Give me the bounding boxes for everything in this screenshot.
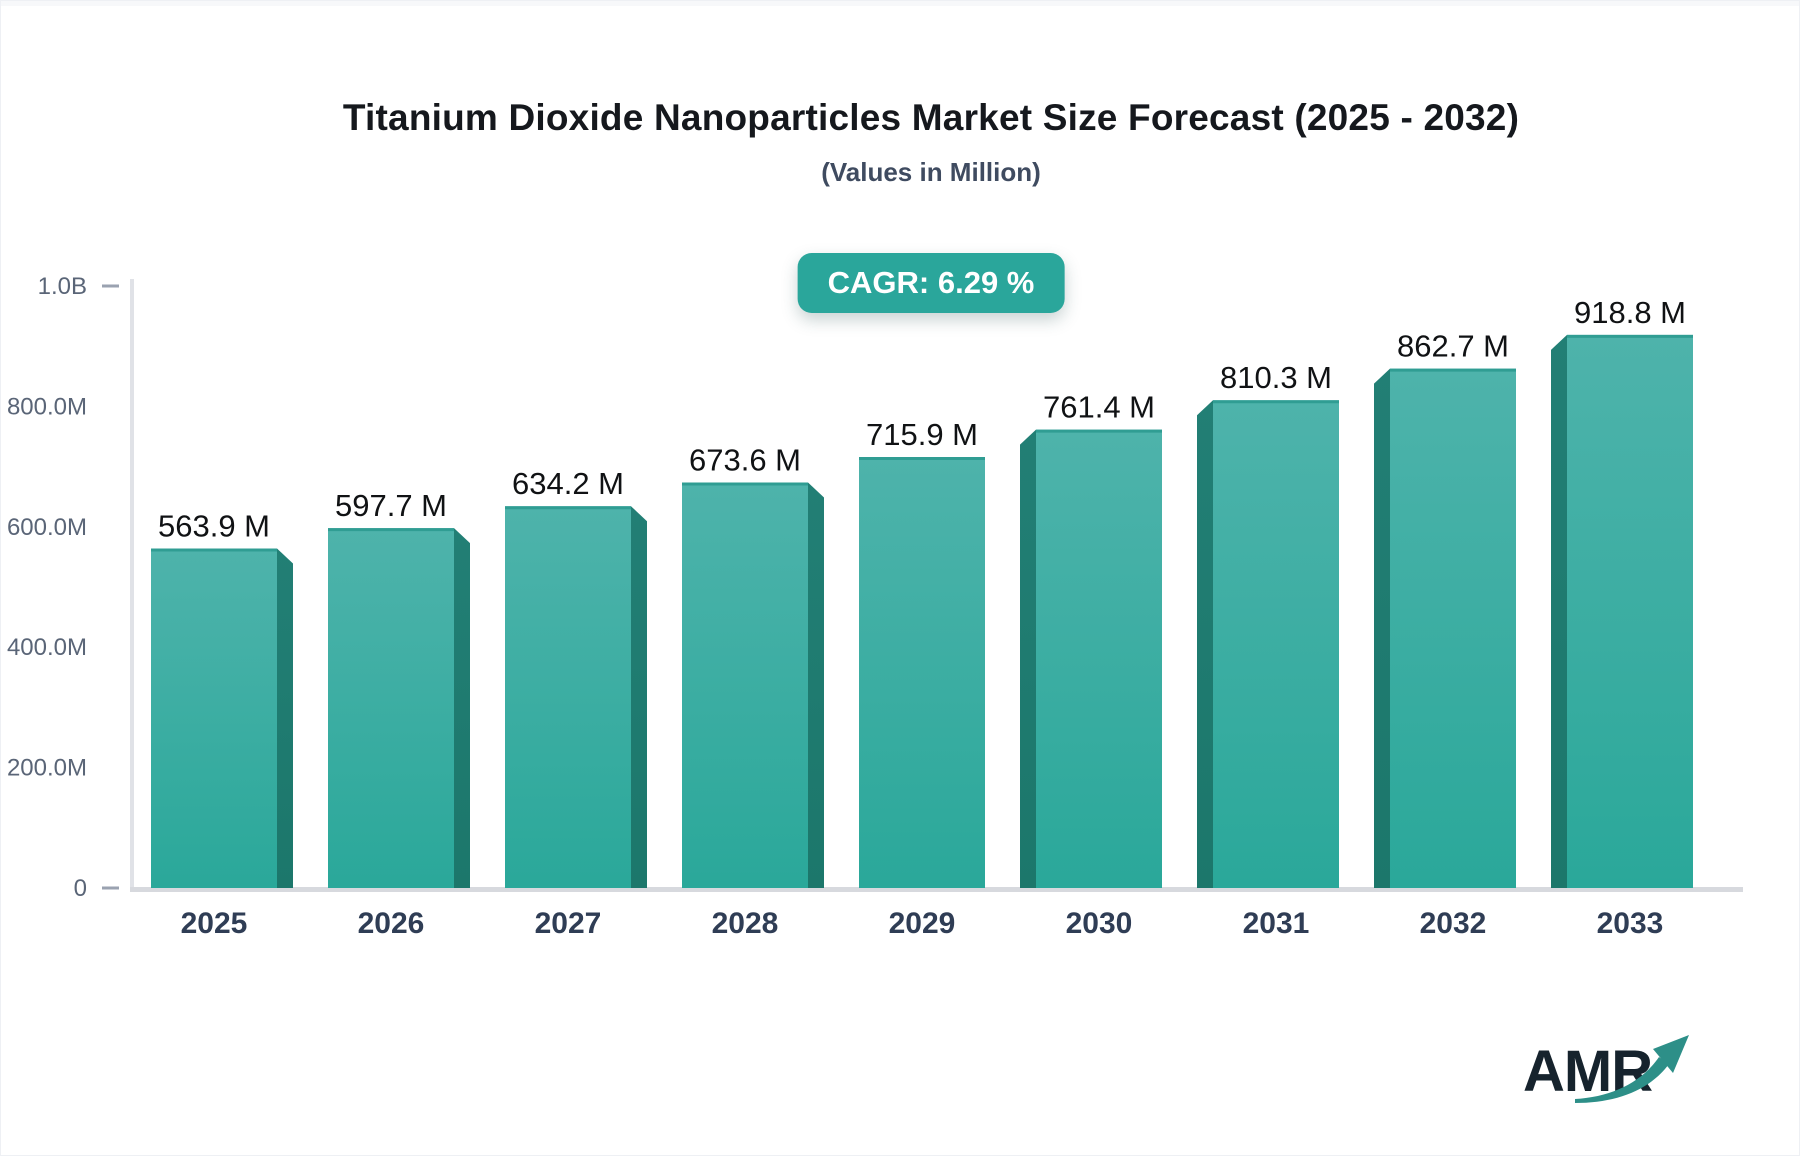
bar-value-label: 862.7 M: [1397, 329, 1509, 364]
y-tick-label: 600.0M: [7, 514, 87, 541]
x-tick-label: 2027: [535, 907, 602, 940]
bar-face: [859, 457, 985, 888]
bar-side-panel: [277, 548, 293, 888]
x-tick-label: 2028: [712, 907, 779, 940]
bar-2025: [151, 548, 293, 888]
bar-2028: [682, 482, 824, 888]
y-tick-label: 800.0M: [7, 393, 87, 420]
bar-value-label: 673.6 M: [689, 442, 801, 477]
x-tick-label: 2032: [1420, 907, 1487, 940]
x-axis-baseline: [130, 887, 1743, 892]
bar-side-panel: [631, 506, 647, 888]
bar-2032: [1374, 368, 1516, 888]
bar-face: [151, 548, 277, 888]
bar-side-panel: [1197, 400, 1213, 888]
bar-face: [1036, 429, 1162, 888]
bar-face: [682, 482, 808, 888]
x-tick-label: 2025: [181, 907, 248, 940]
bar-2030: [1020, 429, 1162, 888]
x-tick-label: 2029: [889, 907, 956, 940]
bar-2026: [328, 528, 470, 888]
y-tick-label: 400.0M: [7, 634, 87, 661]
amr-logo: AMR: [1523, 1035, 1689, 1104]
bar-value-label: 761.4 M: [1043, 390, 1155, 425]
bar-side-panel: [454, 528, 470, 888]
bar-value-label: 634.2 M: [512, 466, 624, 501]
bar-2033: [1551, 334, 1693, 888]
cagr-badge: CAGR: 6.29 %: [797, 253, 1065, 313]
bar-2031: [1197, 400, 1339, 888]
bar-2027: [505, 506, 647, 888]
y-axis-line: [130, 279, 134, 892]
x-tick-label: 2033: [1597, 907, 1664, 940]
bar-chart-canvas: 0 200.0M 400.0M 600.0M 800.0M 1.0B 563.9 M 202…: [7, 273, 1743, 940]
bar-face: [1213, 400, 1339, 888]
bar-side-panel: [1551, 334, 1567, 888]
bar-side-panel: [1374, 368, 1390, 888]
bar-side-panel: [1020, 429, 1036, 888]
page-title: Titanium Dioxide Nanoparticles Market Si…: [342, 97, 1520, 138]
bar-value-label: 563.9 M: [158, 509, 270, 544]
x-tick-label: 2031: [1243, 907, 1310, 940]
y-tick-label: 0: [74, 875, 87, 902]
x-tick-label: 2030: [1066, 907, 1133, 940]
bar-value-label: 810.3 M: [1220, 360, 1332, 395]
bar-2029: [859, 457, 985, 888]
growth-arrow-icon: [1575, 1035, 1689, 1103]
bar-face: [328, 528, 454, 888]
top-strip: [1, 1, 1799, 6]
bar-value-label: 597.7 M: [335, 488, 447, 523]
bar-face: [1390, 368, 1516, 888]
y-tick-label: 200.0M: [7, 755, 87, 782]
page-subtitle: (Values in Million): [821, 157, 1041, 187]
bar-face: [505, 506, 631, 888]
x-tick-label: 2026: [358, 907, 425, 940]
bar-value-label: 715.9 M: [866, 417, 978, 452]
bar-face: [1567, 334, 1693, 888]
bar-side-panel: [808, 482, 824, 888]
amr-logo-text: AMR: [1523, 1039, 1652, 1104]
chart-header: Titanium Dioxide Nanoparticles Market Si…: [343, 1, 1519, 188]
bar-value-label: 918.8 M: [1574, 295, 1686, 330]
y-tick-label: 1.0B: [38, 273, 87, 300]
